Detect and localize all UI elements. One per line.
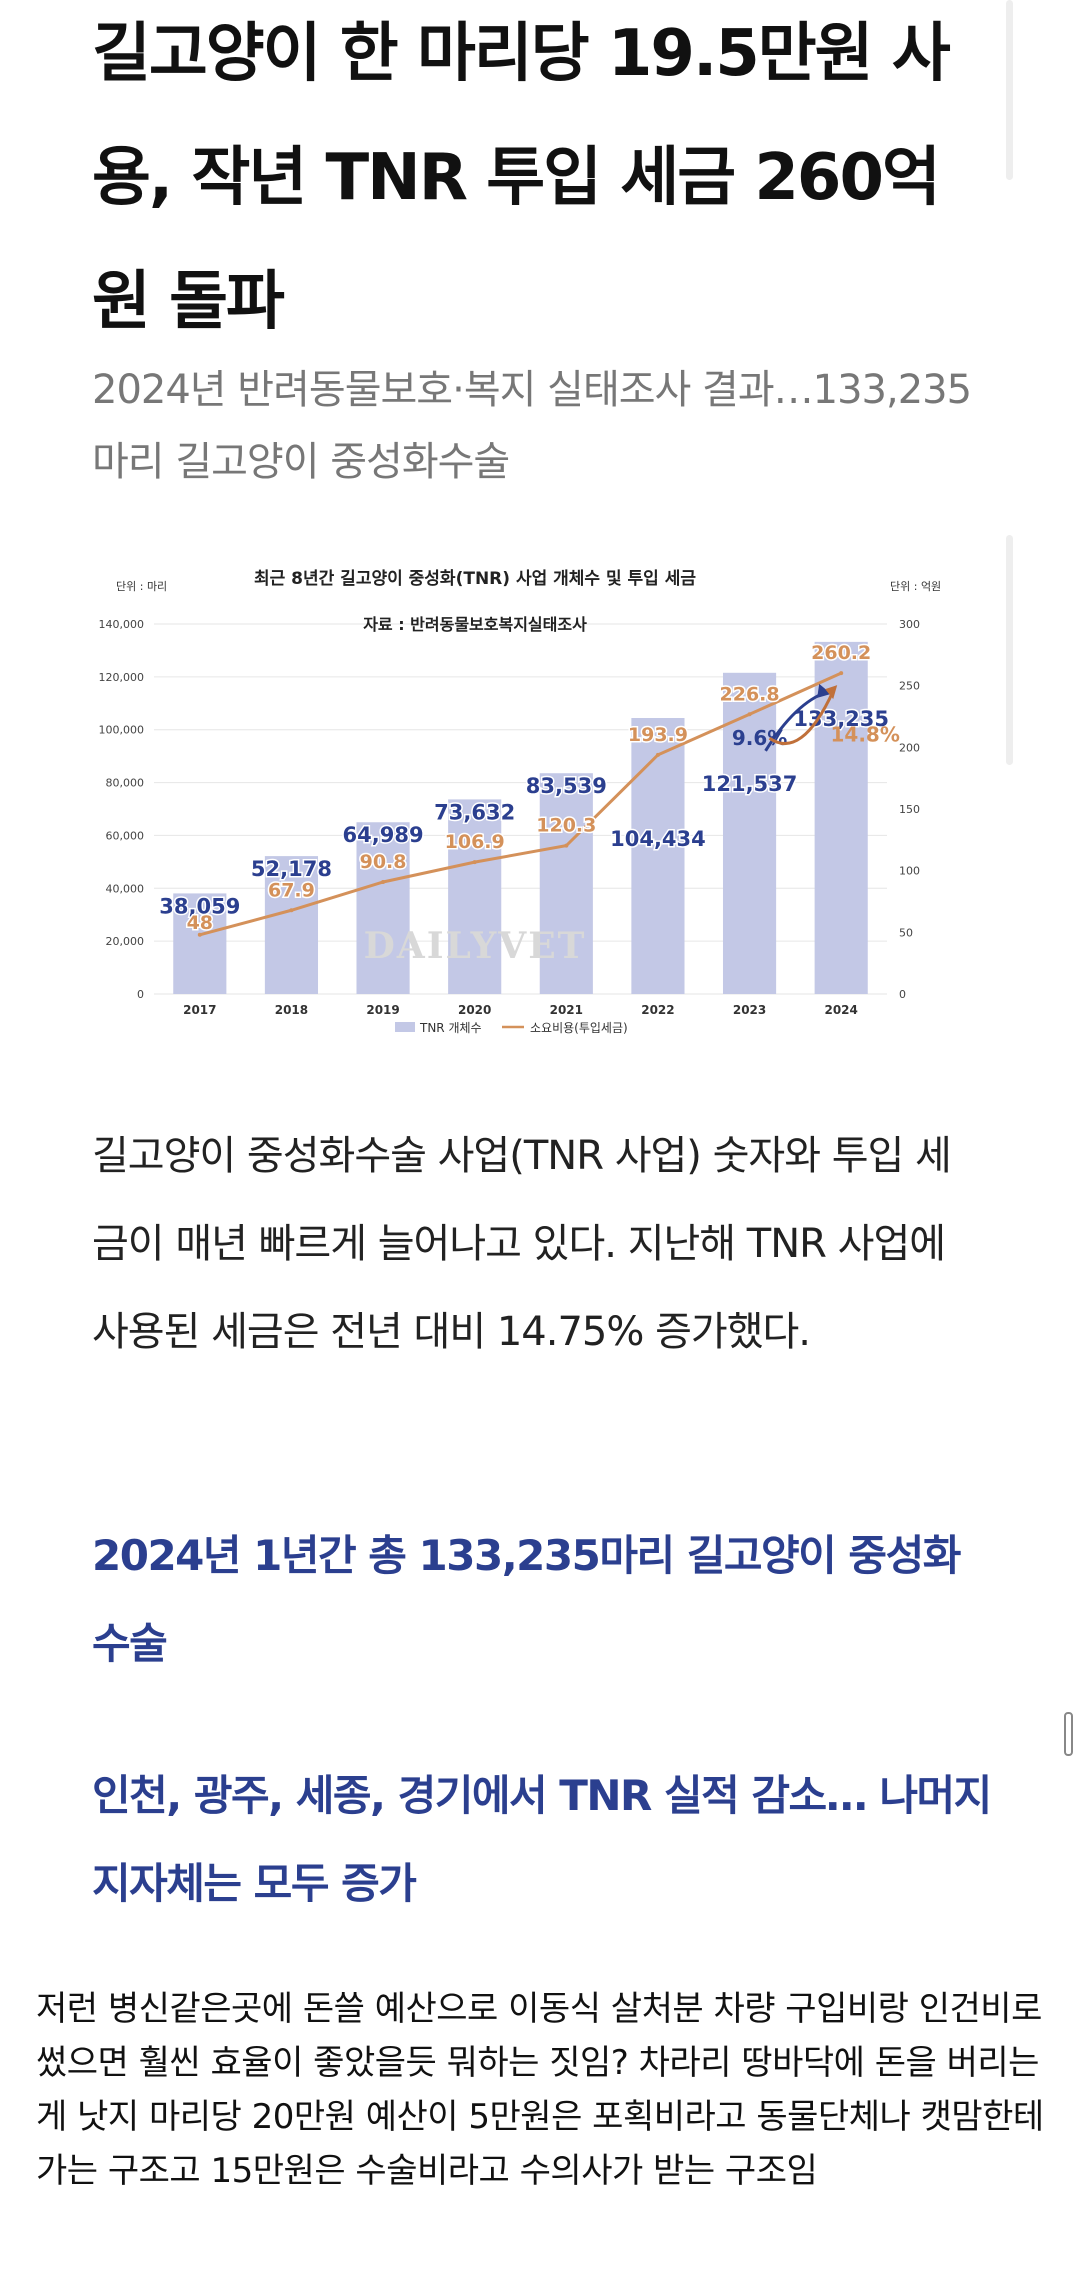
bar-value-label: 133,235 [793, 707, 889, 731]
legend-bar-swatch [395, 1022, 415, 1032]
cost-point [564, 843, 569, 848]
bar-value-label: 38,059 [159, 894, 240, 918]
x-tick-label: 2022 [641, 1003, 674, 1017]
bar-value-label: 83,539 [526, 774, 607, 798]
y2-tick-label: 300 [899, 618, 920, 631]
tnr-chart-svg: DAILYVET 38,059 52,178 64,989 73,632 83,539 1… [92, 550, 952, 1060]
cost-growth-arrowhead [825, 685, 838, 700]
y-tick-label: 0 [137, 988, 144, 1001]
article-headline: 길고양이 한 마리당 19.5만원 사용, 작년 TNR 투입 세금 260억원… [92, 17, 951, 339]
y-tick-label: 40,000 [106, 882, 145, 895]
bar-value-label: 64,989 [343, 823, 424, 847]
cost-point [289, 908, 294, 913]
x-tick-label: 2019 [366, 1003, 399, 1017]
section-title-1: 2024년 1년간 총 133,235마리 길고양이 중성화수술 [92, 1531, 961, 1668]
left-axis-unit: 단위 : 마리 [116, 580, 167, 593]
bar-value-label: 52,178 [251, 857, 332, 881]
y2-tick-label: 100 [899, 865, 920, 878]
count-growth-arrowhead [817, 683, 832, 698]
bar [631, 717, 685, 994]
line-value-label: 67.9 [268, 879, 315, 901]
x-tick-label: 2018 [275, 1003, 308, 1017]
bar [722, 672, 777, 994]
right-axis-unit: 단위 : 억원 [890, 580, 941, 593]
y-tick-label: 140,000 [99, 618, 145, 631]
legend-bar-label: TNR 개체수 [419, 1021, 482, 1035]
line-value-label: 48 [187, 912, 213, 934]
legend-line-label: 소요비용(투입세금) [530, 1021, 628, 1035]
cost-growth-arrow [768, 690, 835, 745]
cost-point [381, 880, 386, 885]
section-title-2: 인천, 광주, 세종, 경기에서 TNR 실적 감소… 나머지 지자체는 모두 … [92, 1771, 992, 1908]
x-tick-label: 2017 [183, 1003, 216, 1017]
chart-legend: TNR 개체수 소요비용(투입세금) [395, 1021, 628, 1035]
bar [448, 799, 502, 994]
cost-growth-label: 14.8% [830, 722, 899, 746]
scrollbar-thumb[interactable] [1064, 1712, 1073, 1756]
y-tick-label: 60,000 [106, 829, 145, 842]
y2-tick-label: 50 [899, 926, 913, 939]
x-tick-label: 2020 [458, 1003, 491, 1017]
y-tick-label: 100,000 [99, 724, 145, 737]
article-subhead: 2024년 반려동물보호·복지 실태조사 결과…133,235마리 길고양이 중… [92, 367, 972, 485]
cost-point [655, 752, 660, 757]
bar [539, 773, 593, 994]
count-growth-label: 9.6% [732, 726, 787, 750]
cost-point [839, 671, 844, 676]
y2-tick-label: 250 [899, 680, 920, 693]
line-value-label: 90.8 [360, 851, 407, 873]
chart-watermark: DAILYVET [364, 925, 587, 967]
chart-source: 자료 : 반려동물보호복지실태조사 [363, 615, 587, 634]
x-tick-label: 2021 [550, 1003, 583, 1017]
line-value-label: 106.9 [445, 831, 505, 853]
line-value-label: 226.8 [720, 683, 780, 705]
y-tick-label: 20,000 [106, 935, 145, 948]
bar [356, 822, 410, 994]
bar [814, 641, 868, 994]
bar-value-label: 73,632 [434, 800, 515, 824]
chart-title: 최근 8년간 길고양이 중성화(TNR) 사업 개체수 및 투입 세금 [254, 569, 696, 589]
y2-tick-label: 200 [899, 741, 920, 754]
cost-point [472, 860, 477, 865]
y-tick-label: 120,000 [99, 671, 145, 684]
y2-tick-label: 150 [899, 803, 920, 816]
bar-value-label: 121,537 [702, 772, 798, 796]
article-body: 길고양이 중성화수술 사업(TNR 사업) 숫자와 투입 세금이 매년 빠르게 … [92, 1133, 952, 1355]
tnr-chart: DAILYVET 38,059 52,178 64,989 73,632 83,539 1… [92, 550, 952, 1060]
scrollbar-track [1006, 535, 1013, 765]
scrollbar-track [1006, 0, 1013, 180]
y-tick-label: 80,000 [106, 777, 145, 790]
y2-tick-label: 0 [899, 988, 906, 1001]
line-value-label: 260.2 [811, 642, 871, 664]
cost-point [747, 712, 752, 717]
cost-line [199, 671, 842, 937]
bar [173, 893, 227, 994]
bar-value-label: 104,434 [610, 827, 706, 851]
user-comment: 저런 병신같은곳에 돈쓸 예산으로 이동식 살처분 차량 구입비랑 인건비로 썼… [36, 1989, 1044, 2191]
line-value-label: 120.3 [536, 815, 596, 837]
x-tick-label: 2024 [824, 1003, 857, 1017]
bar [264, 856, 319, 994]
x-tick-label: 2023 [733, 1003, 766, 1017]
cost-point [197, 932, 202, 937]
line-value-label: 193.9 [628, 724, 688, 746]
